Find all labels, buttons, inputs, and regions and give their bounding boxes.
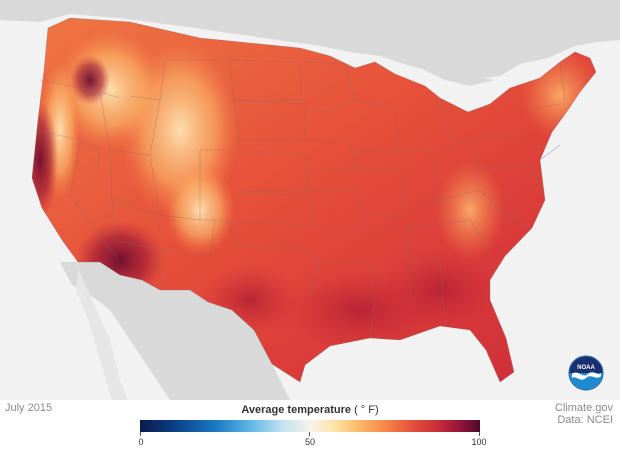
legend-title-unit: ( ° F) bbox=[354, 404, 379, 416]
noaa-logo-text: NOAA bbox=[577, 365, 595, 371]
map-footer: July 2015 Average temperature ( ° F) 0 5… bbox=[0, 400, 620, 450]
noaa-logo: NOAA bbox=[568, 355, 604, 391]
temperature-map: NOAA bbox=[0, 0, 620, 400]
legend-tick-100 bbox=[479, 432, 480, 436]
legend-tick-50 bbox=[309, 432, 310, 436]
legend-color-bar bbox=[140, 420, 480, 432]
date-label: July 2015 bbox=[5, 402, 53, 414]
map-svg bbox=[0, 0, 620, 400]
noaa-logo-icon: NOAA bbox=[568, 355, 604, 391]
source-site: Climate.gov bbox=[554, 402, 613, 414]
legend-tick-label-100: 100 bbox=[471, 437, 487, 447]
legend-tick-label-0: 0 bbox=[138, 437, 144, 447]
legend-title-main: Average temperature bbox=[241, 404, 351, 416]
legend-title: Average temperature ( ° F) bbox=[140, 404, 480, 416]
legend-tick-label-50: 50 bbox=[304, 437, 316, 447]
color-legend: Average temperature ( ° F) 0 50 100 bbox=[138, 404, 486, 450]
source-data: Data: NCEI bbox=[557, 414, 613, 426]
source-label: Climate.gov Data: NCEI bbox=[555, 402, 613, 426]
legend-tick-0 bbox=[140, 432, 141, 436]
surrounding-land bbox=[0, 0, 620, 400]
state-borders bbox=[31, 17, 597, 383]
